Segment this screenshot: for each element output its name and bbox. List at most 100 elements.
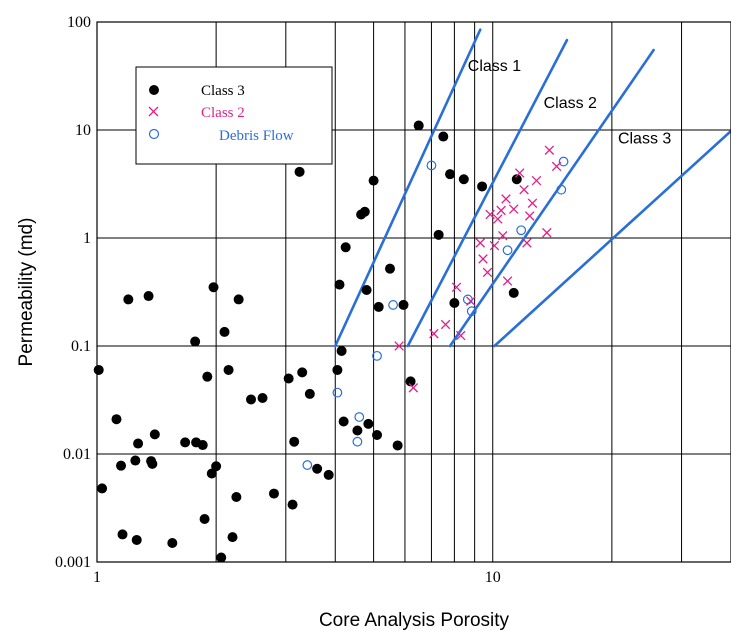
class-3-point [359,206,370,217]
class-3-point [219,326,230,337]
legend-class2-marker [148,106,159,117]
y-tick-label: 0.1 [71,338,91,355]
class-2-point [394,341,404,351]
class-3-point [147,458,158,469]
class-2-point [408,383,419,393]
data-points [93,120,569,563]
class-3-point [477,181,488,192]
x-tick-label: 1 [93,569,101,586]
class-2-point [524,211,535,221]
class-2-point [493,214,503,224]
class-2-point [542,227,552,238]
debris-flow-point [388,300,398,310]
class-1-label: Class 1 [468,58,521,75]
debris-flow-point [502,245,513,256]
class-3-point [297,367,308,378]
class-3-point [373,301,384,312]
class-3-point [197,440,208,451]
class-3-point [392,440,403,451]
y-tick-label: 10 [75,122,91,139]
class-3-point [180,437,191,448]
class-3-point [449,298,460,309]
class-2-point [522,238,532,248]
class-3-point [233,294,244,305]
boundary-line-1 [333,28,482,348]
debris-flow-point [302,460,313,470]
legend-class2-label: Class 2 [201,105,245,121]
class-3-point [363,418,374,429]
class-3-point [131,534,142,545]
class-3-point [508,287,519,298]
class-3-point [413,120,424,131]
class-2-point [508,204,519,214]
class-3-point [211,461,222,472]
class-3-point [133,438,144,449]
class-2-point [544,145,555,155]
debris-flow-point [462,294,473,305]
y-axis-title: Permeability (md) [16,218,37,367]
y-tick-label: 0.001 [55,554,91,571]
class-2-point [429,328,439,339]
class-2-point [489,240,500,251]
debris-flow-point [466,306,477,317]
class-3-point [123,294,134,305]
debris-flow-point [556,184,567,195]
plot-frame [96,21,731,563]
class-3-point [304,388,315,399]
class-3-point [438,131,449,142]
class-3-point [433,229,444,240]
debris-flow-point [332,387,343,398]
class-3-point [312,463,323,474]
y-tick-label: 0.01 [63,446,91,463]
class-2-point [485,209,495,220]
class-3-point [334,279,345,290]
legend-class3-label: Class 3 [201,83,245,99]
class-3-point [445,169,456,180]
legend-debris-flow-label: Debris Flow [219,128,294,144]
class-2-point [497,230,508,241]
class-3-point [93,364,104,375]
class-3-point [190,336,201,347]
class-2-point [527,198,538,208]
class-3-point [268,488,279,499]
class-3-point [130,455,141,466]
class-3-point [405,376,416,387]
tick-labels: 0.001 0.01 0.1 1 10 100 1 10 [55,14,501,586]
class-3-point [384,263,395,274]
debris-flow-point [372,350,382,361]
legend-debris-flow-marker [148,128,160,140]
legend-class3-marker [149,85,159,95]
class-3-point [336,345,347,356]
class-3-point [257,393,268,404]
class-2-point [531,175,542,186]
class-3-point [216,552,227,563]
debris-flow-point [558,156,569,167]
class-2-point [455,330,466,341]
boundary-line-2 [406,38,569,348]
class-2-point [475,238,486,248]
debris-flow-point [354,412,365,422]
class-2-point [451,282,462,293]
class-3-point [143,291,154,302]
class-3-point [223,364,234,375]
class-boundary-lines [333,28,731,348]
class-3-point [231,491,242,502]
class-3-point [199,514,210,525]
debris-flow-point [426,160,437,171]
class-3-point [287,499,298,510]
class-3-label: Class 3 [618,130,671,147]
class-2-point [482,267,493,278]
class-2-point [478,254,488,264]
legend: Class 3 Class 2 Debris Flow [135,66,333,165]
class-3-point [246,394,257,405]
class-3-point [111,414,122,425]
x-axis-title: Core Analysis Porosity [319,610,510,631]
debris-flow-point [516,225,527,236]
y-tick-label: 100 [67,14,91,31]
class-2-label: Class 2 [544,95,597,112]
class-3-point [458,174,469,185]
boundary-line-3 [448,48,655,348]
x-tick-label: 10 [485,569,501,586]
class-3-point [97,483,108,494]
